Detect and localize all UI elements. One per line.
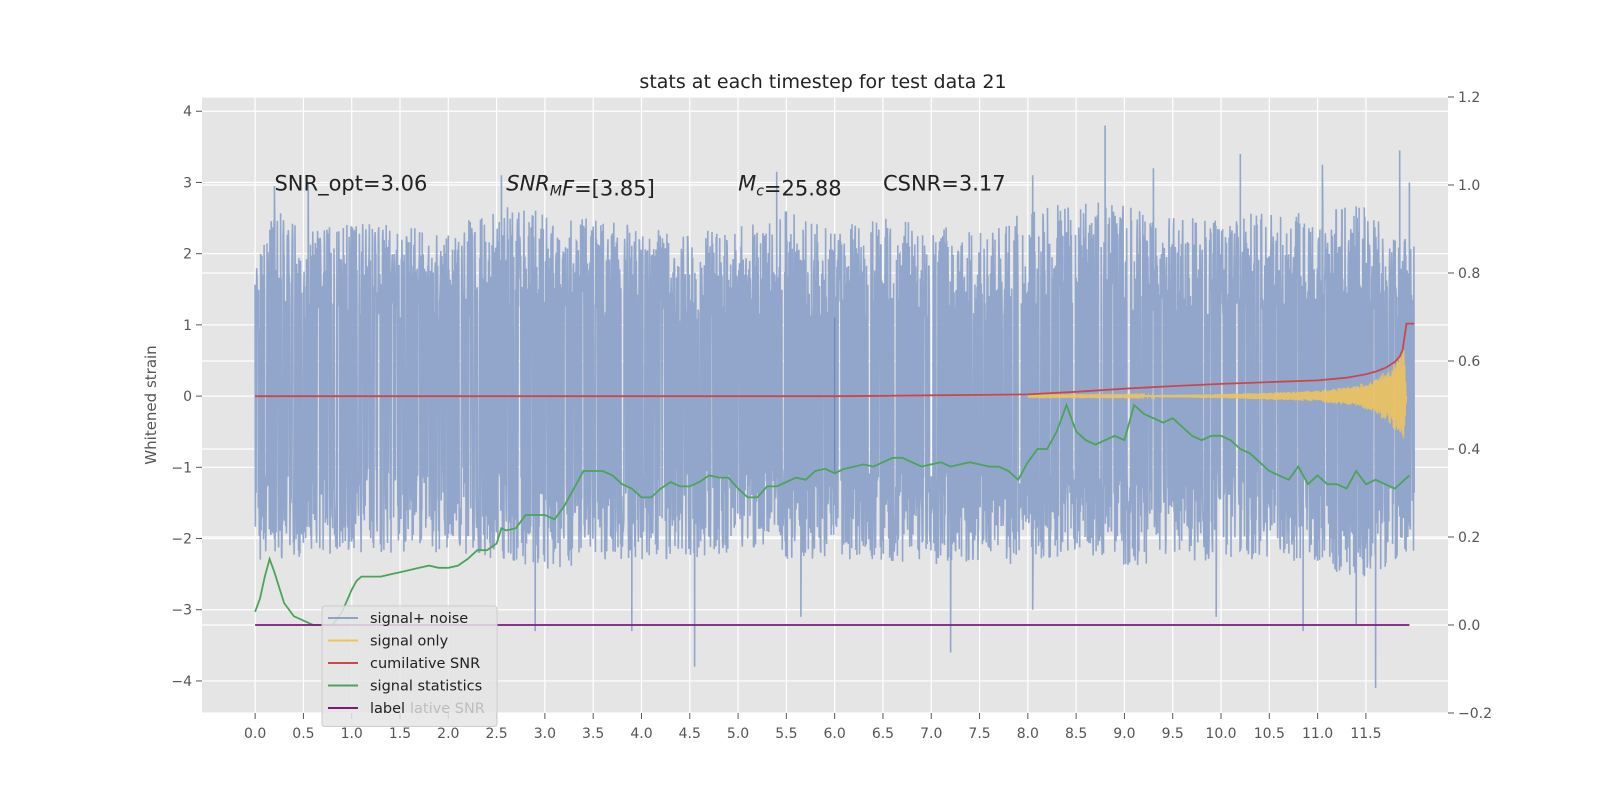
annotations: SNR_opt=3.06 SNRMF=[3.85] Mc=25.88 CSNR=3.1…: [274, 171, 1005, 200]
y-tick-label: −2: [171, 532, 192, 548]
x-tick-label: 5.5: [775, 726, 797, 742]
series-signal-noise: [254, 125, 1415, 689]
y-tick-label: 2: [183, 247, 192, 263]
y-right-tick-label: 0.0: [1458, 618, 1480, 634]
y-right-tick-label: 1.2: [1458, 90, 1480, 106]
legend-label: cumilative SNR: [370, 656, 480, 672]
y-right-tick-label: 0.2: [1458, 530, 1480, 546]
x-tick-label: 9.5: [1162, 726, 1184, 742]
series-signal-only: [1027, 350, 1408, 439]
x-tick-label: 2.5: [485, 726, 507, 742]
x-tick-label: 7.5: [968, 726, 990, 742]
x-tick-label: 1.0: [341, 726, 363, 742]
y-right-tick-label: 0.6: [1458, 354, 1480, 370]
y-tick-label: −1: [171, 460, 192, 476]
x-tick-label: 3.0: [534, 726, 556, 742]
x-tick-label: 2.0: [437, 726, 459, 742]
x-tick-label: 1.5: [389, 726, 411, 742]
series-signal-statistics: [254, 402, 1411, 626]
x-tick-label: 8.5: [1065, 726, 1087, 742]
x-tick-label: 3.5: [582, 726, 604, 742]
x-tick-label: 10.5: [1254, 726, 1285, 742]
legend-label: signal statistics: [370, 679, 482, 695]
legend-label: label: [370, 701, 405, 717]
annotation-2: Mc=25.88: [738, 171, 842, 200]
x-tick-label: 6.5: [872, 726, 894, 742]
x-tick-label: 8.0: [1017, 726, 1039, 742]
x-tick-label: 9.0: [1113, 726, 1135, 742]
y-axis-left: −4 −3 −2 −1 0 1 2 3 4: [171, 104, 202, 690]
x-tick-label: 5.0: [727, 726, 749, 742]
y-right-tick-label: 0.4: [1458, 442, 1480, 458]
y-tick-label: −4: [171, 674, 192, 690]
x-tick-label: 6.0: [824, 726, 846, 742]
x-tick-label: 11.5: [1350, 726, 1381, 742]
series-cumilative-snr: [255, 322, 1415, 398]
legend: signal+ noise signal only cumilative SNR si…: [321, 605, 498, 727]
y-right-tick-label: 0.8: [1458, 266, 1480, 282]
legend-label: signal+ noise: [370, 611, 468, 627]
y-axis-right: −0.2 0.0 0.2 0.4 0.6 0.8 1.0 1.2: [1448, 90, 1492, 722]
y-tick-label: −3: [171, 603, 192, 619]
x-tick-label: 0.0: [244, 726, 266, 742]
x-axis: 0.0 0.5 1.0 1.5 2.0 2.5 3.0 3.5 4.0 4.5 5.0 5.5 6.0 6…: [244, 713, 1381, 742]
y-tick-label: 1: [183, 318, 192, 334]
legend-label: signal only: [370, 634, 449, 650]
legend-ghost-text: lative SNR: [410, 701, 485, 717]
annotation-3: CSNR=3.17: [883, 171, 1006, 195]
x-tick-label: 7.0: [920, 726, 942, 742]
x-tick-label: 4.5: [679, 726, 701, 742]
x-tick-label: 0.5: [292, 726, 314, 742]
legend-box: [321, 605, 498, 727]
annotation-1: SNRMF=[3.85]: [506, 171, 655, 200]
y-tick-label: 3: [183, 175, 192, 191]
annotation-0: SNR_opt=3.06: [274, 171, 427, 196]
y-axis-label: Whitened strain: [142, 345, 160, 464]
y-right-tick-label: −0.2: [1458, 706, 1492, 722]
y-tick-label: 0: [183, 389, 192, 405]
x-tick-label: 10.0: [1205, 726, 1236, 742]
y-right-tick-label: 1.0: [1458, 178, 1480, 194]
y-tick-label: 4: [183, 104, 192, 120]
x-tick-label: 11.0: [1302, 726, 1333, 742]
x-tick-label: 4.0: [630, 726, 652, 742]
chart-title: stats at each timestep for test data 21: [639, 71, 1006, 93]
